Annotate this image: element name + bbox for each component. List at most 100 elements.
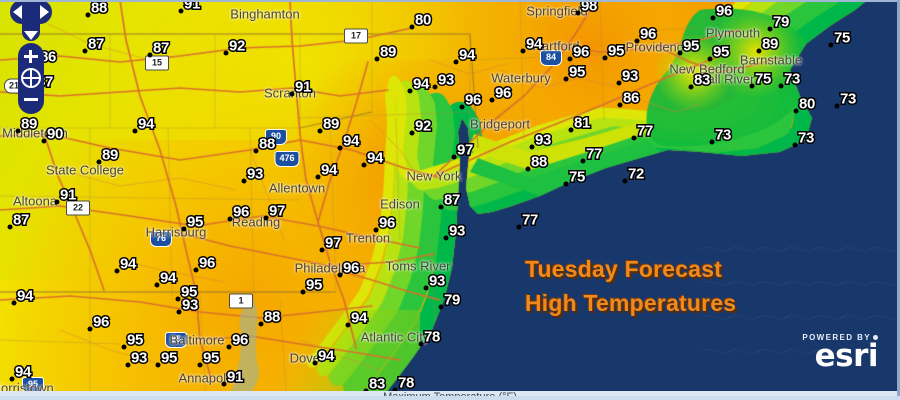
map-frame-top (0, 0, 900, 2)
place-label: State College (45, 162, 125, 178)
observation-dot (337, 145, 343, 151)
place-label: Waterbury (491, 70, 551, 86)
zoom-control[interactable] (18, 43, 44, 114)
temperature-label: 94 (411, 75, 430, 93)
temperature-label: 73 (838, 90, 857, 108)
pan-control[interactable] (10, 0, 52, 42)
temperature-label: 77 (584, 145, 603, 163)
temperature-label: 78 (422, 328, 441, 346)
observation-dot (41, 138, 47, 144)
observation-dot (516, 224, 522, 230)
place-label: Barnstable (739, 52, 803, 68)
temperature-label: 96 (463, 91, 482, 109)
temperature-label: 79 (442, 291, 461, 309)
place-label: Baltimore (169, 332, 225, 348)
temperature-label: 96 (714, 2, 733, 20)
place-label: Annapolis (178, 370, 236, 386)
place-label: Altoona (12, 193, 58, 209)
observation-dot (175, 296, 181, 302)
temperature-label: 81 (572, 114, 591, 132)
temperature-label: 87 (442, 191, 461, 209)
temperature-label: 91 (58, 186, 77, 204)
observation-dot (312, 360, 318, 366)
temperature-label: 89 (19, 115, 38, 133)
place-label: Philadelphia (294, 260, 366, 276)
observation-dot (85, 12, 91, 18)
temperature-label: 77 (520, 211, 539, 229)
temperature-label: 92 (227, 37, 246, 55)
temperature-label: 75 (832, 29, 851, 47)
temperature-label: 88 (529, 153, 548, 171)
temperature-label: 97 (323, 234, 342, 252)
temperature-label: 93 (620, 67, 639, 85)
temperature-label: 78 (396, 374, 415, 392)
temperature-label: 80 (797, 95, 816, 113)
plus-icon-vertical (29, 50, 32, 63)
temperature-label: 93 (129, 349, 148, 367)
observation-dot (529, 144, 535, 150)
pan-left-icon[interactable] (13, 5, 22, 19)
observation-dot (828, 42, 834, 48)
pan-right-icon[interactable] (40, 5, 49, 19)
esri-wordmark: esri (814, 338, 879, 374)
observation-dot (438, 204, 444, 210)
temperature-label: 95 (185, 213, 204, 231)
temperature-label: 77 (635, 122, 654, 140)
temperature-label: 97 (267, 202, 286, 220)
observation-dot (622, 178, 628, 184)
temperature-label: 93 (436, 71, 455, 89)
observation-dot (121, 344, 127, 350)
temperature-label: 95 (159, 349, 178, 367)
observation-dot (258, 321, 264, 327)
observation-dot (418, 341, 424, 347)
observation-dot (451, 154, 457, 160)
powered-by-label: POWERED BY (802, 333, 878, 342)
observation-dot (563, 181, 569, 187)
observation-dot (749, 83, 755, 89)
temperature-label: 73 (713, 126, 732, 144)
observation-dot (617, 102, 623, 108)
observation-dot (147, 52, 153, 58)
temperature-label: 93 (447, 222, 466, 240)
temperature-label: 73 (782, 70, 801, 88)
temperature-label: 96 (638, 25, 657, 43)
observation-dot (688, 84, 694, 90)
observation-dot (563, 76, 569, 82)
highway-shield-22: 22 (66, 200, 90, 216)
temperature-label: 88 (89, 0, 108, 17)
observation-dot (226, 344, 232, 350)
observation-dot (767, 26, 773, 32)
legend-bar (0, 391, 900, 400)
pan-down-icon[interactable] (24, 31, 38, 40)
observation-dot (241, 178, 247, 184)
observation-dot (96, 159, 102, 165)
observation-dot (176, 309, 182, 315)
observation-dot (319, 247, 325, 253)
observation-dot (181, 226, 187, 232)
observation-dot (568, 127, 574, 133)
observation-dot (392, 387, 398, 393)
zoom-out-button[interactable] (18, 89, 44, 110)
pan-hub (21, 2, 41, 24)
temperature-label: 94 (319, 161, 338, 179)
temperature-label: 94 (457, 46, 476, 64)
observation-dot (580, 158, 586, 164)
globe-icon[interactable] (21, 68, 41, 88)
map-navigation-widget[interactable] (10, 0, 52, 114)
observation-dot (409, 130, 415, 136)
temperature-label: 73 (796, 129, 815, 147)
observation-dot (155, 362, 161, 368)
place-label: New Bedford (669, 61, 745, 77)
temperature-label: 87 (11, 211, 30, 229)
temperature-label: 96 (377, 214, 396, 232)
observation-dot (709, 139, 715, 145)
esri-attribution[interactable]: POWERED BY esri (802, 333, 878, 372)
temperature-label: 94 (136, 115, 155, 133)
temperature-label: 80 (413, 11, 432, 29)
observation-dot (793, 108, 799, 114)
zoom-in-button[interactable] (18, 46, 44, 67)
place-label: Binghamton (230, 6, 300, 22)
observation-dot (125, 362, 131, 368)
observation-dot (525, 166, 531, 172)
